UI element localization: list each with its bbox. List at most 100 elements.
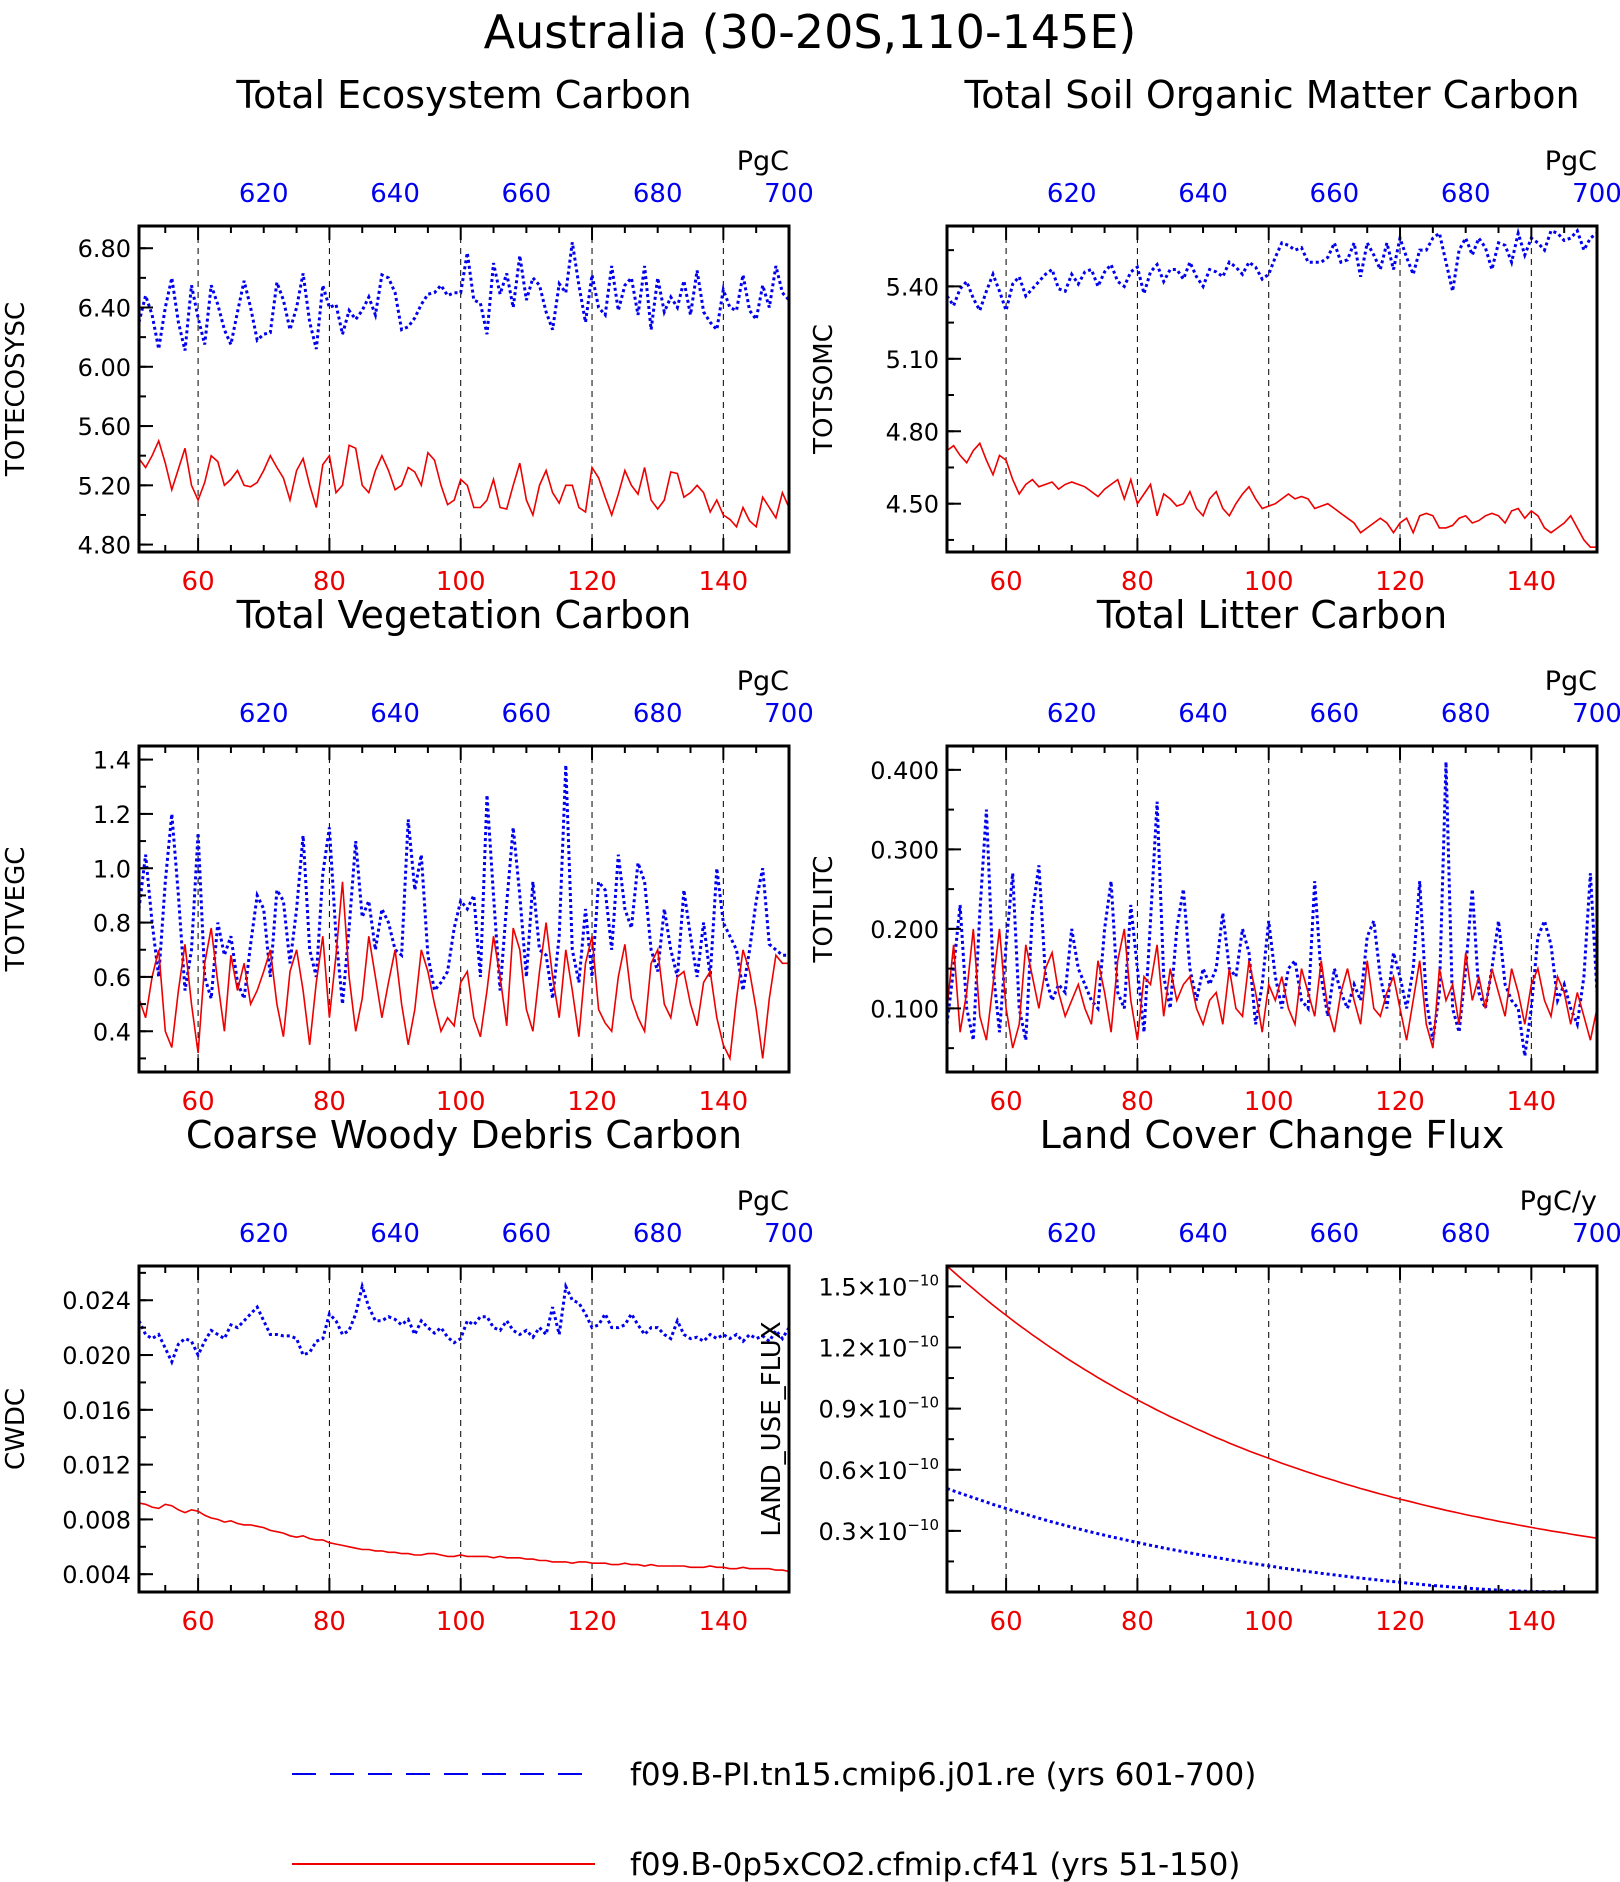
x-tick-label: 140 bbox=[1507, 1607, 1557, 1637]
y-tick-label: 1.5×10−10 bbox=[819, 1271, 939, 1301]
x-tick-label: 100 bbox=[1244, 1087, 1294, 1117]
plot-frame bbox=[137, 744, 791, 1074]
y-tick-label: 1.4 bbox=[93, 747, 131, 775]
x-tick-label: 60 bbox=[990, 1087, 1023, 1117]
y-tick-label: 1.0 bbox=[93, 855, 131, 883]
legend-label: f09.B-0p5xCO2.cfmip.cf41 (yrs 51-150) bbox=[630, 1847, 1240, 1882]
x-tick-label: 100 bbox=[436, 1607, 486, 1637]
x-tick-label: 140 bbox=[699, 1087, 749, 1117]
y-tick-label: 0.9×10−10 bbox=[819, 1394, 939, 1424]
x-tick-label: 80 bbox=[313, 567, 346, 597]
x-tick-label: 100 bbox=[436, 567, 486, 597]
series-line-control bbox=[139, 764, 789, 1005]
y-tick-label: 0.008 bbox=[62, 1506, 131, 1534]
panel-title: Total Litter Carbon bbox=[1096, 593, 1447, 637]
y-tick-label: 1.2×10−10 bbox=[819, 1333, 939, 1363]
x-tick-label-top: 620 bbox=[239, 699, 289, 729]
y-tick-label: 4.80 bbox=[886, 418, 939, 446]
chart-panel: Coarse Woody Debris Carbon PgC 60 80 100 120 1… bbox=[1, 1113, 814, 1637]
legend-label: f09.B-PI.tn15.cmip6.j01.re (yrs 601-700) bbox=[630, 1757, 1256, 1793]
x-tick-label: 60 bbox=[182, 1607, 215, 1637]
panel-title: Total Soil Organic Matter Carbon bbox=[963, 73, 1579, 117]
units-label: PgC bbox=[737, 146, 789, 177]
y-tick-label: 4.80 bbox=[78, 532, 131, 560]
x-tick-label-top: 640 bbox=[1178, 699, 1228, 729]
y-tick-label: 0.6×10−10 bbox=[819, 1455, 939, 1485]
x-tick-label-top: 680 bbox=[633, 179, 683, 209]
x-tick-label-top: 680 bbox=[633, 1219, 683, 1249]
x-tick-label-top: 660 bbox=[1310, 1219, 1360, 1249]
x-tick-label-top: 640 bbox=[1178, 179, 1228, 209]
x-tick-label: 140 bbox=[699, 1607, 749, 1637]
y-tick-label: 0.6 bbox=[93, 964, 131, 992]
plot-frame bbox=[137, 224, 791, 554]
panel-title: Land Cover Change Flux bbox=[1040, 1113, 1505, 1157]
x-tick-label: 120 bbox=[567, 1607, 617, 1637]
chart-panel: Total Litter Carbon PgC 60 80 100 120 140 620 64… bbox=[809, 593, 1620, 1117]
x-tick-label: 100 bbox=[1244, 567, 1294, 597]
y-tick-label: 0.400 bbox=[870, 757, 939, 785]
x-tick-label: 120 bbox=[1375, 1087, 1425, 1117]
y-tick-label: 6.80 bbox=[78, 235, 131, 263]
series-line-control bbox=[947, 761, 1597, 1057]
y-tick-label: 0.004 bbox=[62, 1561, 131, 1589]
y-tick-label: 0.300 bbox=[870, 836, 939, 864]
y-tick-label: 5.20 bbox=[78, 472, 131, 500]
y-tick-label: 5.10 bbox=[886, 346, 939, 374]
x-tick-label-top: 660 bbox=[502, 1219, 552, 1249]
series-line-experiment bbox=[139, 438, 789, 529]
series-line-experiment bbox=[947, 928, 1597, 1049]
x-tick-label-top: 660 bbox=[502, 179, 552, 209]
x-tick-label: 140 bbox=[699, 567, 749, 597]
figure-title: Australia (30-20S,110-145E) bbox=[484, 5, 1137, 59]
plot-frame bbox=[945, 1264, 1599, 1594]
x-tick-label: 60 bbox=[990, 1607, 1023, 1637]
x-tick-label: 80 bbox=[1121, 1607, 1154, 1637]
units-label: PgC bbox=[1545, 146, 1597, 177]
x-tick-label: 80 bbox=[1121, 1087, 1154, 1117]
panel-title: Total Vegetation Carbon bbox=[236, 593, 692, 637]
panel-title: Coarse Woody Debris Carbon bbox=[186, 1113, 742, 1157]
x-tick-label: 120 bbox=[1375, 567, 1425, 597]
y-tick-label: 1.2 bbox=[93, 801, 131, 829]
y-axis-label: TOTVEGC bbox=[1, 847, 31, 973]
units-label: PgC bbox=[737, 1186, 789, 1217]
y-tick-label: 0.012 bbox=[62, 1452, 131, 1480]
chart-panel: Land Cover Change Flux PgC/y 60 80 100 120 140… bbox=[757, 1113, 1620, 1637]
x-tick-label-top: 700 bbox=[764, 699, 814, 729]
x-tick-label: 120 bbox=[567, 1087, 617, 1117]
panels: Total Ecosystem Carbon PgC 60 80 100 120 140 62… bbox=[1, 73, 1620, 1637]
x-tick-label-top: 620 bbox=[239, 179, 289, 209]
x-tick-label-top: 680 bbox=[1441, 179, 1491, 209]
units-label: PgC bbox=[737, 666, 789, 697]
y-axis-label: CWDC bbox=[1, 1388, 31, 1470]
x-tick-label-top: 660 bbox=[1310, 699, 1360, 729]
y-axis-label: LAND_USE_FLUX bbox=[757, 1321, 787, 1536]
chart-panel: Total Vegetation Carbon PgC 60 80 100 120 140 6… bbox=[1, 593, 814, 1117]
y-axis-label: TOTSOMC bbox=[809, 324, 839, 455]
y-tick-label: 5.40 bbox=[886, 273, 939, 301]
y-tick-label: 0.200 bbox=[870, 916, 939, 944]
chart-panel: Total Ecosystem Carbon PgC 60 80 100 120 140 62… bbox=[1, 73, 814, 597]
x-tick-label-top: 700 bbox=[1572, 699, 1620, 729]
y-tick-label: 0.020 bbox=[62, 1342, 131, 1370]
y-tick-label: 0.024 bbox=[62, 1287, 131, 1315]
y-tick-label: 0.100 bbox=[870, 995, 939, 1023]
y-tick-label: 0.4 bbox=[93, 1018, 131, 1046]
y-tick-label: 0.8 bbox=[93, 910, 131, 938]
x-tick-label: 60 bbox=[182, 567, 215, 597]
x-tick-label-top: 620 bbox=[1047, 1219, 1097, 1249]
x-tick-label: 80 bbox=[313, 1607, 346, 1637]
x-tick-label: 140 bbox=[1507, 1087, 1557, 1117]
x-tick-label: 140 bbox=[1507, 567, 1557, 597]
series-line-control bbox=[139, 242, 789, 351]
x-tick-label: 60 bbox=[182, 1087, 215, 1117]
x-tick-label-top: 620 bbox=[239, 1219, 289, 1249]
x-tick-label: 100 bbox=[436, 1087, 486, 1117]
units-label: PgC bbox=[1545, 666, 1597, 697]
x-tick-label-top: 640 bbox=[1178, 1219, 1228, 1249]
legend: f09.B-PI.tn15.cmip6.j01.re (yrs 601-700)… bbox=[292, 1757, 1256, 1882]
series-line-experiment bbox=[139, 881, 789, 1062]
y-tick-label: 5.60 bbox=[78, 413, 131, 441]
